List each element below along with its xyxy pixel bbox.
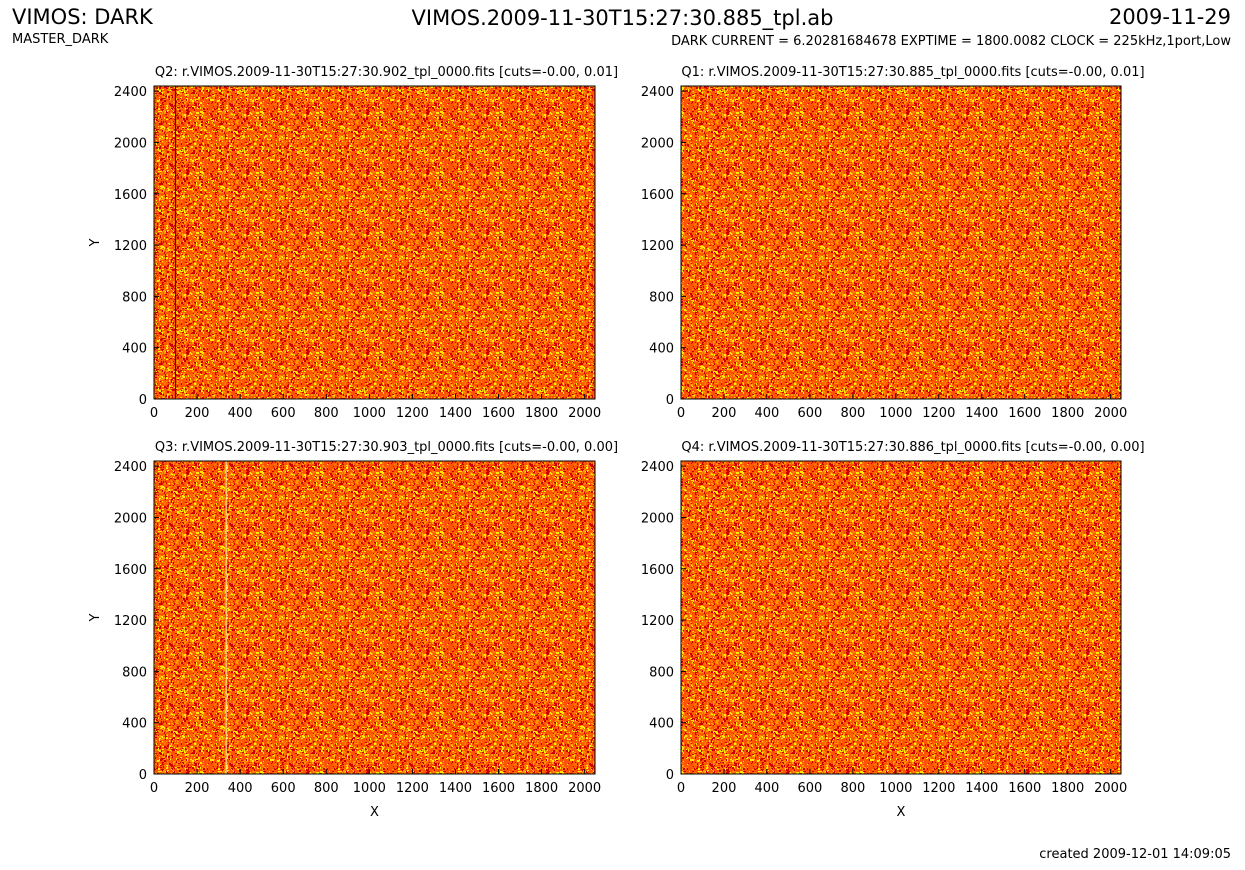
x-tick-label: 1400 xyxy=(439,406,472,421)
x-tick-label: 1600 xyxy=(482,781,515,796)
y-tick-label: 1200 xyxy=(114,239,147,254)
y-tick-label: 2000 xyxy=(641,136,674,151)
x-tick-label: 1200 xyxy=(396,781,429,796)
observation-date: 2009-11-29 xyxy=(1108,5,1231,29)
x-tick-label: 1400 xyxy=(965,406,998,421)
y-tick-label: 1200 xyxy=(114,614,147,629)
y-tick-label: 400 xyxy=(122,342,147,357)
y-tick-label: 400 xyxy=(649,342,674,357)
plot-frame xyxy=(680,460,1122,775)
x-tick-label: 1200 xyxy=(396,406,429,421)
x-tick-label: 1800 xyxy=(1051,781,1084,796)
quadrant-panel-2: 0 200 400 600 800 1000 1200 1400 1600 1800 2000 0 40… xyxy=(641,65,1145,421)
y-tick-label: 0 xyxy=(139,768,147,783)
x-tick-label: 0 xyxy=(150,406,158,421)
x-tick-label: 200 xyxy=(185,781,210,796)
y-tick-label: 1600 xyxy=(114,563,147,578)
x-tick-label: 1200 xyxy=(922,406,955,421)
x-tick-label: 400 xyxy=(755,781,780,796)
x-tick-label: 1400 xyxy=(439,781,472,796)
heatmap-image xyxy=(681,86,1121,399)
heatmap-image xyxy=(154,86,595,399)
y-tick-label: 800 xyxy=(122,665,147,680)
x-tick-label: 1200 xyxy=(922,781,955,796)
y-tick-label: 1200 xyxy=(641,614,674,629)
y-tick-label: 2000 xyxy=(114,511,147,526)
x-tick-label: 200 xyxy=(712,406,737,421)
x-tick-label: 2000 xyxy=(568,406,601,421)
y-tick-label: 800 xyxy=(122,290,147,305)
x-tick-label: 1000 xyxy=(879,781,912,796)
y-tick-label: 2400 xyxy=(114,85,147,100)
y-axis-label: Y xyxy=(88,238,103,247)
panel-title: Q4: r.VIMOS.2009-11-30T15:27:30.886_tpl_… xyxy=(681,440,1144,455)
x-tick-label: 1000 xyxy=(353,781,386,796)
quadrant-panel-3: 0 200 400 600 800 1000 1200 1400 1600 1800 2000 0 40… xyxy=(88,440,618,820)
panel-title: Q1: r.VIMOS.2009-11-30T15:27:30.885_tpl_… xyxy=(681,65,1144,80)
y-tick-label: 800 xyxy=(649,290,674,305)
x-tick-label: 600 xyxy=(271,781,296,796)
y-tick-label: 400 xyxy=(649,717,674,732)
x-tick-label: 600 xyxy=(271,406,296,421)
heatmap-image xyxy=(681,461,1121,774)
y-tick-label: 2000 xyxy=(641,511,674,526)
y-tick-label: 1600 xyxy=(641,563,674,578)
y-tick-label: 1600 xyxy=(114,188,147,203)
x-tick-label: 1800 xyxy=(525,781,558,796)
x-tick-label: 2000 xyxy=(1094,781,1127,796)
y-tick-label: 2400 xyxy=(641,85,674,100)
y-tick-label: 2400 xyxy=(114,460,147,475)
x-tick-label: 600 xyxy=(797,781,822,796)
x-axis-label: X xyxy=(897,805,906,820)
x-tick-label: 1600 xyxy=(482,406,515,421)
y-tick-label: 2400 xyxy=(641,460,674,475)
x-tick-label: 1800 xyxy=(1051,406,1084,421)
y-tick-label: 400 xyxy=(122,717,147,732)
plot-frame xyxy=(680,85,1122,400)
panel-title: Q2: r.VIMOS.2009-11-30T15:27:30.902_tpl_… xyxy=(155,65,618,80)
x-tick-label: 600 xyxy=(797,406,822,421)
created-timestamp: created 2009-12-01 14:09:05 xyxy=(1039,847,1231,862)
x-tick-label: 400 xyxy=(228,781,253,796)
y-tick-label: 1200 xyxy=(641,239,674,254)
exposure-info: DARK CURRENT = 6.20281684678 EXPTIME = 1… xyxy=(671,34,1231,49)
x-tick-label: 1400 xyxy=(965,781,998,796)
product-subtitle: MASTER_DARK xyxy=(12,32,109,47)
x-tick-label: 1600 xyxy=(1008,406,1041,421)
x-tick-label: 800 xyxy=(840,406,865,421)
x-tick-label: 1000 xyxy=(879,406,912,421)
x-tick-label: 2000 xyxy=(1094,406,1127,421)
x-tick-label: 0 xyxy=(677,781,685,796)
file-title: VIMOS.2009-11-30T15:27:30.885_tpl.ab xyxy=(411,6,834,30)
plot-frame xyxy=(153,85,596,400)
x-tick-label: 0 xyxy=(150,781,158,796)
y-tick-label: 0 xyxy=(139,393,147,408)
x-tick-label: 800 xyxy=(314,781,339,796)
y-tick-label: 800 xyxy=(649,665,674,680)
x-tick-label: 200 xyxy=(185,406,210,421)
y-tick-label: 0 xyxy=(666,393,674,408)
x-tick-label: 1000 xyxy=(353,406,386,421)
x-axis-label: X xyxy=(370,805,379,820)
x-tick-label: 800 xyxy=(840,781,865,796)
y-axis-label: Y xyxy=(88,613,103,622)
x-tick-label: 1600 xyxy=(1008,781,1041,796)
panel-title: Q3: r.VIMOS.2009-11-30T15:27:30.903_tpl_… xyxy=(155,440,618,455)
y-tick-label: 2000 xyxy=(114,136,147,151)
x-tick-label: 400 xyxy=(755,406,780,421)
quadrant-panel-1: 0 200 400 600 800 1000 1200 1400 1600 1800 2000 0 40… xyxy=(88,65,618,421)
x-tick-label: 2000 xyxy=(568,781,601,796)
x-tick-label: 1800 xyxy=(525,406,558,421)
x-tick-label: 800 xyxy=(314,406,339,421)
y-tick-label: 1600 xyxy=(641,188,674,203)
quadrant-panel-4: 0 200 400 600 800 1000 1200 1400 1600 1800 2000 0 40… xyxy=(641,440,1145,820)
y-tick-label: 0 xyxy=(666,768,674,783)
instrument-title: VIMOS: DARK xyxy=(12,5,153,29)
x-tick-label: 400 xyxy=(228,406,253,421)
plot-frame xyxy=(153,460,596,775)
heatmap-image xyxy=(154,461,595,774)
x-tick-label: 0 xyxy=(677,406,685,421)
x-tick-label: 200 xyxy=(712,781,737,796)
